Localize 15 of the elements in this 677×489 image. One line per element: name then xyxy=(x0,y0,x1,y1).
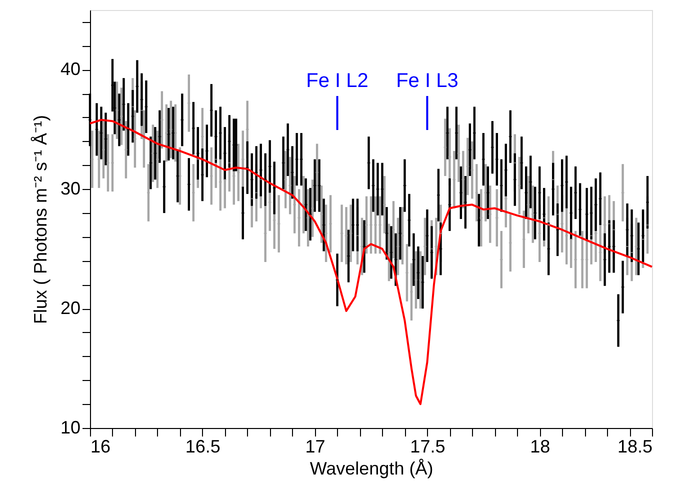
y-tick-label: 20 xyxy=(60,298,80,318)
ref-line-label: Fe I L2 xyxy=(306,70,368,92)
y-tick-label: 10 xyxy=(60,418,80,438)
y-tick-label: 40 xyxy=(60,59,80,80)
y-axis-title: Flux ( Photons m⁻² s⁻¹ Å⁻¹) xyxy=(30,114,50,324)
x-axis-title: Wavelength (Å) xyxy=(310,458,434,478)
x-tick-label: 17 xyxy=(305,436,326,456)
x-tick-label: 17.5 xyxy=(410,436,446,456)
y-tick-label: 30 xyxy=(60,178,80,199)
ref-line-label: Fe I L3 xyxy=(396,70,458,92)
x-tick-label: 16 xyxy=(90,436,111,456)
x-tick-label: 18.5 xyxy=(617,436,652,456)
line-series xyxy=(89,118,653,406)
x-tick-label: 16.5 xyxy=(185,436,220,456)
x-tick-label: 18 xyxy=(530,436,550,456)
